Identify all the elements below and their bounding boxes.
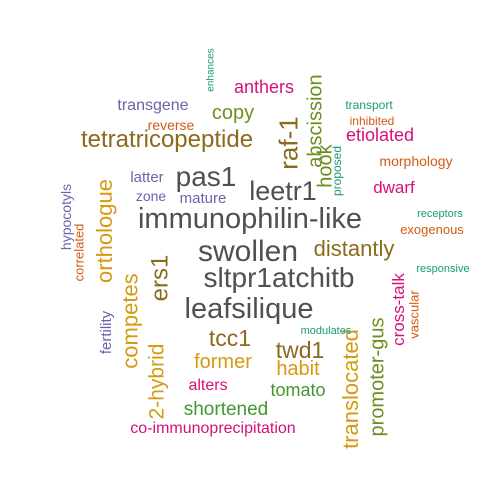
word-alters: alters [188, 377, 228, 394]
word-vascular: vascular [406, 289, 422, 339]
word-anthers: anthers [233, 77, 295, 97]
word-co-immunoprecipitation: co-immunoprecipitation [130, 420, 296, 437]
word-pas1: pas1 [175, 161, 237, 192]
word-reverse: reverse [147, 117, 195, 133]
word-twd1: twd1 [275, 336, 325, 363]
word-zone: zone [135, 188, 167, 204]
word-transport: transport [345, 98, 393, 112]
word-receptors: receptors [417, 207, 463, 220]
word-dwarf: dwarf [373, 177, 415, 197]
word-distantly: distantly [313, 236, 395, 261]
word-correlated: correlated [71, 223, 87, 281]
word-2-hybrid: 2-hybrid [145, 343, 169, 419]
word-exogenous: exogenous [400, 221, 464, 237]
word-ers1: ers1 [146, 254, 173, 302]
word-proposed: proposed [329, 145, 344, 197]
word-tcc1: tcc1 [208, 324, 252, 351]
word-etiolated: etiolated [345, 125, 415, 145]
word-inhibited: inhibited [349, 114, 395, 128]
word-abscission: abscission [304, 74, 327, 168]
word-promoter-gus: promoter-gus [366, 317, 388, 437]
word-translocated: translocated [337, 329, 363, 449]
word-orthologue: orthologue [91, 179, 117, 283]
word-tomato: tomato [270, 380, 326, 400]
word-former: former [194, 351, 252, 373]
word-copy: copy [211, 102, 255, 124]
word-cross-talk: cross-talk [388, 272, 408, 346]
word-latter: latter [130, 168, 164, 186]
word-habit: habit [276, 358, 320, 380]
word-shortened: shortened [183, 398, 269, 420]
word-leafsilique: leafsilique [184, 292, 314, 325]
word-morphology: morphology [379, 153, 453, 169]
word-immunophilin-like: immunophilin-like [137, 202, 363, 235]
word-transgene: transgene [117, 97, 189, 114]
word-modulates: modulates [300, 324, 352, 337]
word-sltpr1atchitb: sltpr1atchitb [203, 262, 355, 293]
word-enhances: enhances [206, 48, 217, 92]
word-leetr1: leetr1 [249, 175, 317, 206]
word-competes: competes [117, 273, 143, 369]
word-fertility: fertility [98, 310, 116, 354]
word-mature: mature [179, 189, 227, 207]
word-responsive: responsive [416, 262, 470, 275]
word-tetratricopeptide: tetratricopeptide [80, 126, 254, 153]
word-swollen: swollen [197, 235, 299, 268]
word-raf-1: raf-1 [274, 116, 304, 170]
